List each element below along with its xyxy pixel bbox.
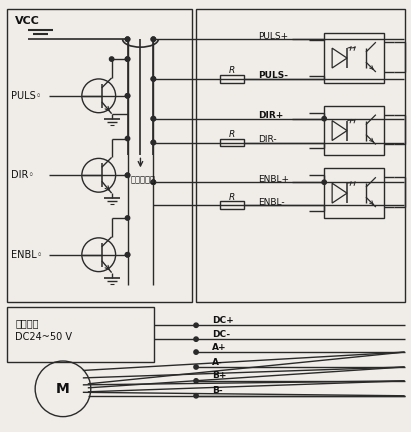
Circle shape bbox=[151, 117, 155, 121]
Circle shape bbox=[151, 37, 155, 41]
Circle shape bbox=[194, 337, 198, 341]
Bar bbox=[220, 201, 244, 209]
Text: VCC: VCC bbox=[15, 16, 40, 26]
Circle shape bbox=[125, 57, 130, 61]
Text: B-: B- bbox=[212, 386, 223, 395]
Circle shape bbox=[151, 37, 155, 41]
Circle shape bbox=[125, 94, 130, 98]
Circle shape bbox=[194, 379, 198, 383]
Text: DIR+: DIR+ bbox=[258, 111, 283, 120]
Circle shape bbox=[194, 350, 198, 354]
Text: DC+: DC+ bbox=[212, 316, 234, 325]
Bar bbox=[220, 75, 244, 83]
Circle shape bbox=[125, 37, 130, 41]
Text: A+: A+ bbox=[212, 343, 226, 352]
Circle shape bbox=[194, 323, 198, 327]
Circle shape bbox=[125, 57, 130, 61]
Text: PULS◦: PULS◦ bbox=[12, 91, 42, 101]
Circle shape bbox=[151, 77, 155, 81]
Circle shape bbox=[194, 394, 198, 398]
Text: R: R bbox=[229, 193, 235, 202]
Text: ENBL+: ENBL+ bbox=[258, 175, 289, 184]
Bar bbox=[324, 168, 384, 218]
Circle shape bbox=[125, 216, 130, 220]
Circle shape bbox=[151, 180, 155, 184]
Circle shape bbox=[151, 140, 155, 145]
Circle shape bbox=[125, 173, 130, 178]
Circle shape bbox=[151, 117, 155, 121]
Bar bbox=[7, 308, 155, 362]
Circle shape bbox=[125, 137, 130, 141]
Text: B+: B+ bbox=[212, 372, 226, 381]
Circle shape bbox=[151, 77, 155, 81]
Bar bbox=[196, 10, 405, 302]
Text: DIR-: DIR- bbox=[258, 135, 276, 144]
Text: PULS+: PULS+ bbox=[258, 32, 288, 41]
Circle shape bbox=[125, 173, 130, 178]
Text: M: M bbox=[56, 382, 70, 396]
Text: ENBL-: ENBL- bbox=[258, 197, 284, 206]
Bar bbox=[324, 106, 384, 156]
Circle shape bbox=[125, 253, 130, 257]
Text: A-: A- bbox=[212, 358, 223, 366]
Text: DC24~50 V: DC24~50 V bbox=[15, 332, 72, 342]
Text: 屏蔽线接地: 屏蔽线接地 bbox=[131, 176, 155, 185]
Bar bbox=[324, 33, 384, 83]
Circle shape bbox=[125, 37, 130, 41]
Circle shape bbox=[151, 140, 155, 145]
Circle shape bbox=[194, 365, 198, 369]
Text: R: R bbox=[229, 67, 235, 76]
Text: ENBL◦: ENBL◦ bbox=[12, 250, 43, 260]
Circle shape bbox=[125, 94, 130, 98]
Circle shape bbox=[151, 180, 155, 184]
Text: 直流电源: 直流电源 bbox=[15, 318, 39, 328]
Text: R: R bbox=[229, 130, 235, 139]
Circle shape bbox=[109, 57, 114, 61]
Bar bbox=[7, 10, 192, 302]
Text: DC-: DC- bbox=[212, 330, 230, 339]
Circle shape bbox=[322, 117, 326, 121]
Text: PULS-: PULS- bbox=[258, 71, 288, 80]
Circle shape bbox=[322, 180, 326, 184]
Circle shape bbox=[125, 253, 130, 257]
Bar bbox=[220, 139, 244, 146]
Text: DIR◦: DIR◦ bbox=[12, 170, 35, 180]
